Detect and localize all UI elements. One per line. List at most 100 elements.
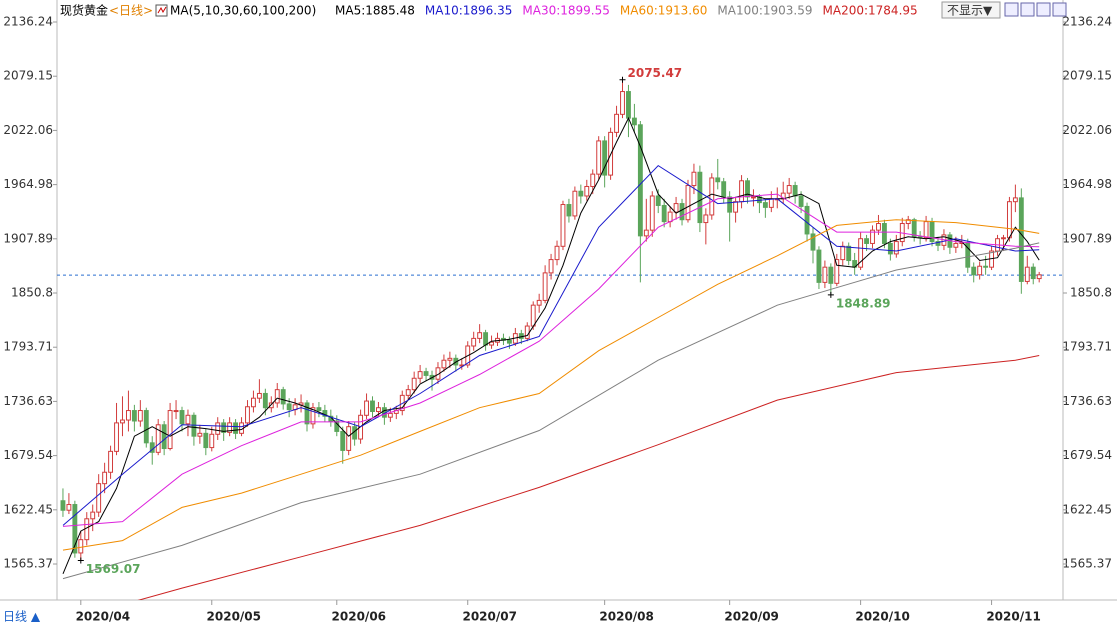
candle-body (245, 406, 250, 424)
candle-body (441, 359, 447, 369)
candle-body (131, 410, 137, 422)
candle-body (483, 332, 489, 346)
candle-body (256, 392, 262, 399)
candle-body (923, 221, 929, 239)
y-tick-label-right: 2022.06 (1062, 123, 1112, 137)
candle-body (477, 332, 483, 339)
candle-body (1001, 237, 1006, 240)
candle-body (620, 91, 625, 115)
legend-entry: MA30:1899.55 (522, 4, 610, 18)
candle-body (233, 422, 239, 434)
x-tick-label: 2020/08 (599, 610, 653, 624)
candle-body (798, 195, 804, 207)
period-label: <日线> (109, 4, 153, 18)
legend-entry: MA5:1885.48 (335, 4, 415, 18)
candle-body (268, 402, 274, 409)
candle-body (649, 195, 655, 231)
candle-body (346, 426, 352, 451)
annotation-marker (619, 76, 626, 83)
candle-body (1036, 274, 1042, 280)
candle-body (935, 241, 941, 246)
settings-button[interactable] (1036, 2, 1051, 17)
candle-body (614, 113, 619, 133)
hide-button[interactable] (941, 1, 1001, 19)
candle-body (971, 266, 977, 276)
candle-body (840, 245, 846, 261)
candle-body (709, 177, 715, 216)
candle-body (1018, 197, 1024, 282)
candle-body (114, 422, 119, 452)
y-tick-label-left: 1565.37 (3, 556, 53, 570)
ma-label: MA(5,10,30,60,100,200) (170, 4, 316, 18)
candle-body (489, 341, 494, 346)
ma-icon[interactable] (155, 4, 168, 17)
x-tick-label: 2020/06 (332, 610, 386, 624)
candle-body (423, 371, 429, 376)
candle-body (179, 410, 185, 425)
candle-body (876, 223, 881, 231)
candle-body (1030, 266, 1036, 280)
candle-body (858, 238, 864, 268)
period-tab[interactable]: 日线 ▲ (3, 610, 41, 624)
candle-body (661, 204, 667, 223)
y-tick-label-right: 1907.89 (1062, 231, 1112, 245)
legend-entry: MA10:1896.35 (425, 4, 513, 18)
candle-body (197, 432, 203, 437)
candle-body (560, 204, 566, 247)
candle-body (983, 265, 989, 268)
candle-body (685, 185, 691, 221)
y-tick-label-left: 2079.15 (3, 69, 53, 83)
candle-body (84, 518, 90, 541)
candle-body (274, 389, 280, 404)
candle-body (411, 377, 417, 391)
close-button[interactable] (1052, 2, 1067, 17)
candle-body (524, 325, 530, 339)
candle-body (191, 414, 197, 437)
y-tick-label-left: 2022.06 (3, 123, 53, 137)
candle-body (578, 190, 584, 197)
candle-body (828, 266, 834, 284)
zoom-in-button[interactable] (1004, 2, 1019, 17)
y-tick-label-left: 1736.63 (3, 394, 53, 408)
annotation-label: 1569.07 (86, 562, 141, 576)
zoom-out-button[interactable] (1020, 2, 1035, 17)
x-tick-label: 2020/04 (76, 610, 130, 624)
ma-icon-glyph (157, 6, 167, 14)
candle-body (602, 140, 608, 176)
hide-button-label: 不显示▼ (947, 4, 993, 18)
candle-body (215, 422, 221, 435)
candle-body (691, 171, 697, 187)
candle-body (251, 397, 256, 408)
y-tick-label-right: 1850.8 (1070, 286, 1112, 300)
candle-body (846, 245, 852, 262)
toolbar: 不显示▼ (941, 1, 1067, 19)
candle-body (536, 299, 542, 306)
legend-entry: MA60:1913.60 (620, 4, 708, 18)
candle-body (102, 471, 108, 485)
candle-body (834, 259, 840, 284)
candle-body (364, 400, 369, 416)
candle-body (721, 181, 727, 198)
ma-line (62, 116, 1040, 574)
candle-body (185, 414, 191, 425)
candle-body (554, 245, 560, 261)
candle-body (161, 424, 167, 450)
candle-body (262, 392, 268, 409)
candle-body (376, 407, 381, 412)
candle-body (911, 219, 917, 238)
candle-body (637, 124, 643, 237)
candle-body (90, 511, 96, 520)
candle-body (786, 185, 792, 194)
candle-body (643, 229, 649, 237)
ma-line (62, 242, 1040, 580)
y-tick-label-right: 1736.63 (1062, 394, 1112, 408)
candle-body (316, 407, 322, 412)
y-tick-label-right: 1622.45 (1062, 502, 1112, 516)
candle-body (584, 185, 590, 197)
plot-area (57, 79, 1063, 600)
candle-body (864, 238, 869, 244)
y-tick-label-right: 1793.71 (1062, 340, 1112, 354)
candle-body (679, 203, 685, 221)
